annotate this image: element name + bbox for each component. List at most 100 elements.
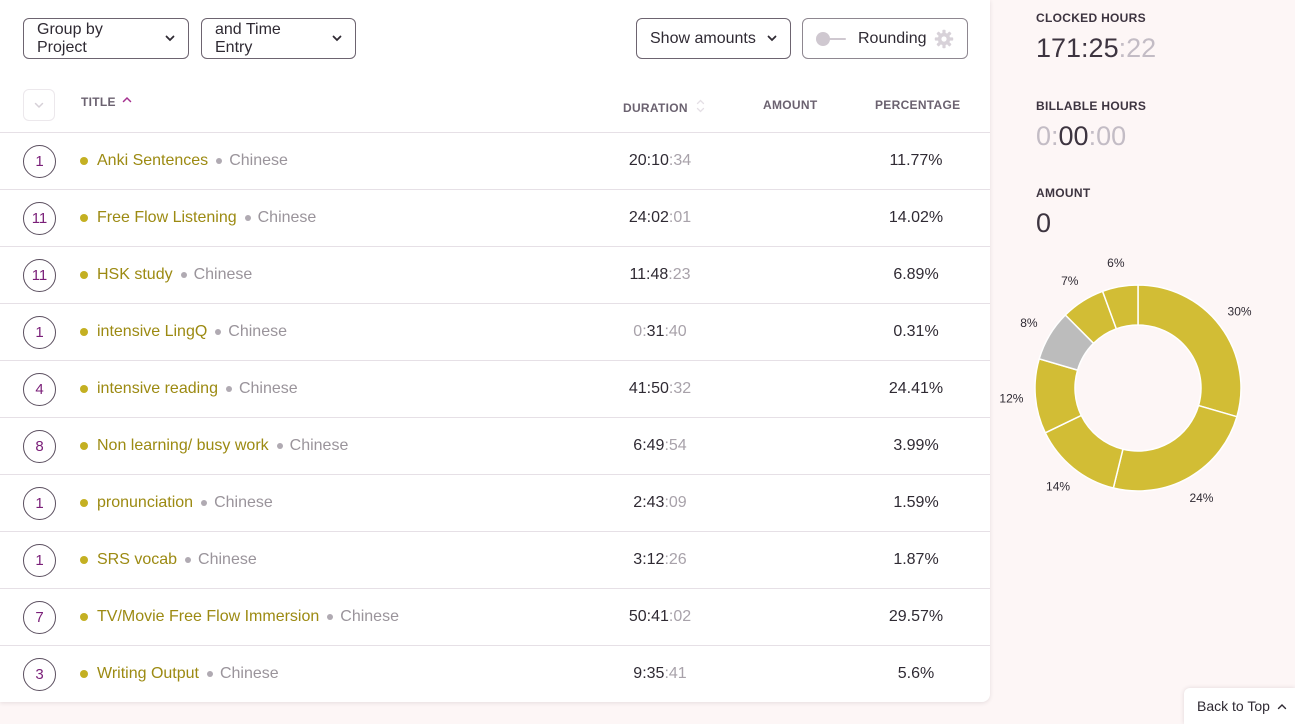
separator-dot (201, 500, 208, 506)
client-name: Chinese (219, 665, 279, 682)
group-by-dropdown[interactable]: Group by Project (23, 18, 189, 59)
entry-count-badge[interactable]: 1 (23, 487, 56, 520)
toolbar: Group by Project and Time Entry Show amo… (0, 0, 990, 76)
project-color-dot (80, 613, 88, 621)
table-row[interactable]: 7 TV/Movie Free Flow Immersion Chinese 50:4… (0, 589, 990, 646)
sort-ascending-icon (122, 92, 132, 106)
project-name[interactable]: Anki Sentences (97, 152, 209, 169)
entry-count-badge[interactable]: 11 (23, 259, 56, 292)
project-title: intensive reading Chinese (80, 361, 298, 417)
separator-dot (216, 158, 223, 164)
show-amounts-label: Show amounts (650, 29, 756, 47)
project-name[interactable]: SRS vocab (97, 551, 178, 568)
donut-slice-label: 7% (1061, 274, 1079, 288)
column-amount[interactable]: AMOUNT (763, 98, 817, 112)
client-name: Chinese (229, 152, 288, 169)
project-color-dot (80, 328, 88, 336)
client-name: Chinese (238, 380, 298, 397)
entry-count-badge[interactable]: 3 (23, 658, 56, 691)
percentage-cell: 5.6% (897, 665, 935, 682)
project-color-dot (80, 157, 88, 165)
percentage-cell: 6.89% (893, 266, 939, 283)
sort-icon (696, 98, 705, 117)
table-header: TITLE DURATION AMOUNT PERCENTAGE (0, 76, 990, 133)
project-name[interactable]: TV/Movie Free Flow Immersion (97, 608, 320, 625)
chevron-up-icon (1277, 703, 1287, 710)
project-title: Non learning/ busy work Chinese (80, 418, 348, 474)
entry-count-badge[interactable]: 11 (23, 202, 56, 235)
separator-dot (327, 614, 334, 620)
entry-count-badge[interactable]: 4 (23, 373, 56, 406)
report-card: Group by Project and Time Entry Show amo… (0, 0, 990, 702)
column-amount-label: AMOUNT (763, 98, 818, 112)
project-title: intensive LingQ Chinese (80, 304, 287, 360)
amount-value: 0 (1036, 208, 1052, 238)
entry-count-badge[interactable]: 1 (23, 316, 56, 349)
table-row[interactable]: 1 intensive LingQ Chinese 0: 31:40 0.31% (0, 304, 990, 361)
entry-count-badge[interactable]: 1 (23, 145, 56, 178)
rounding-toggle[interactable] (816, 31, 846, 46)
secondary-group-label: and Time Entry (215, 20, 281, 56)
billable-hours-value: 0:00:00 (1036, 121, 1127, 151)
separator-dot (215, 329, 222, 335)
project-name[interactable]: HSK study (97, 266, 173, 283)
gear-icon[interactable] (934, 29, 954, 49)
donut-slice-label: 24% (1189, 491, 1213, 505)
table-row[interactable]: 3 Writing Output Chinese 9:35:41 5.6% (0, 646, 990, 702)
project-color-dot (80, 556, 88, 564)
client-name: Chinese (214, 494, 273, 511)
entry-count-badge[interactable]: 1 (23, 544, 56, 577)
table-row[interactable]: 11 Free Flow Listening Chinese 24:02:01 14.0… (0, 190, 990, 247)
project-name[interactable]: Non learning/ busy work (97, 437, 269, 454)
column-percentage[interactable]: PERCENTAGE (875, 98, 960, 112)
entry-count-badge[interactable]: 8 (23, 430, 56, 463)
donut-slice-label: 6% (1107, 256, 1125, 270)
table-row[interactable]: 1 Anki Sentences Chinese 20:10:34 11.77% (0, 133, 990, 190)
project-name[interactable]: intensive reading (97, 380, 218, 397)
separator-dot (225, 386, 232, 392)
table-row[interactable]: 8 Non learning/ busy work Chinese 6:49:54 3.… (0, 418, 990, 475)
duration-cell: 20:10:34 (628, 152, 692, 169)
entry-count-badge[interactable]: 7 (23, 601, 56, 634)
donut-slice[interactable] (1137, 284, 1242, 418)
donut-slice-label: 8% (1020, 316, 1038, 330)
project-color-dot (80, 385, 88, 393)
project-name[interactable]: Writing Output (97, 665, 199, 682)
table-row[interactable]: 1 SRS vocab Chinese 3:12:26 1.87% (0, 532, 990, 589)
show-amounts-dropdown[interactable]: Show amounts (636, 18, 791, 59)
project-color-dot (80, 442, 88, 450)
duration-cell: 50:41:02 (628, 608, 692, 625)
duration-cell: 41:50:32 (628, 380, 692, 397)
table-row[interactable]: 11 HSK study Chinese 11:48:23 6.89% (0, 247, 990, 304)
table-row[interactable]: 1 pronunciation Chinese 2:43:09 1.59% (0, 475, 990, 532)
client-name: Chinese (228, 323, 287, 340)
client-name: Chinese (340, 608, 399, 625)
separator-dot (180, 272, 187, 278)
secondary-group-dropdown[interactable]: and Time Entry (201, 18, 356, 59)
separator-dot (185, 557, 192, 563)
back-to-top-button[interactable]: Back to Top (1184, 688, 1295, 724)
duration-cell: 6:49:54 (633, 437, 687, 454)
column-duration[interactable]: DURATION (623, 98, 705, 117)
back-to-top-label: Back to Top (1197, 698, 1270, 714)
client-name: Chinese (257, 209, 317, 226)
project-name[interactable]: Free Flow Listening (97, 209, 237, 226)
percentage-cell: 3.99% (893, 437, 939, 454)
project-title: TV/Movie Free Flow Immersion Chinese (80, 589, 399, 645)
project-title: HSK study Chinese (80, 247, 252, 303)
donut-slice[interactable] (1101, 284, 1139, 330)
table-row[interactable]: 4 intensive reading Chinese 41:50:32 24.41% (0, 361, 990, 418)
expand-all-toggle[interactable] (23, 89, 55, 121)
client-name: Chinese (198, 551, 257, 568)
amount-label: AMOUNT (1036, 186, 1091, 200)
project-name[interactable]: pronunciation (97, 494, 194, 511)
project-donut-chart: 30% 24% 14% 12% 8% 7% 6% (999, 256, 1251, 505)
donut-slice[interactable] (1112, 404, 1238, 492)
project-name[interactable]: intensive LingQ (97, 323, 208, 340)
column-title[interactable]: TITLE (81, 95, 132, 109)
billable-hours-label: BILLABLE HOURS (1036, 99, 1147, 113)
clocked-hours-value: 171:25:22 (1036, 33, 1157, 63)
duration-cell: 24:02:01 (628, 209, 692, 226)
project-color-dot (80, 271, 88, 279)
chevron-down-icon (34, 102, 44, 108)
